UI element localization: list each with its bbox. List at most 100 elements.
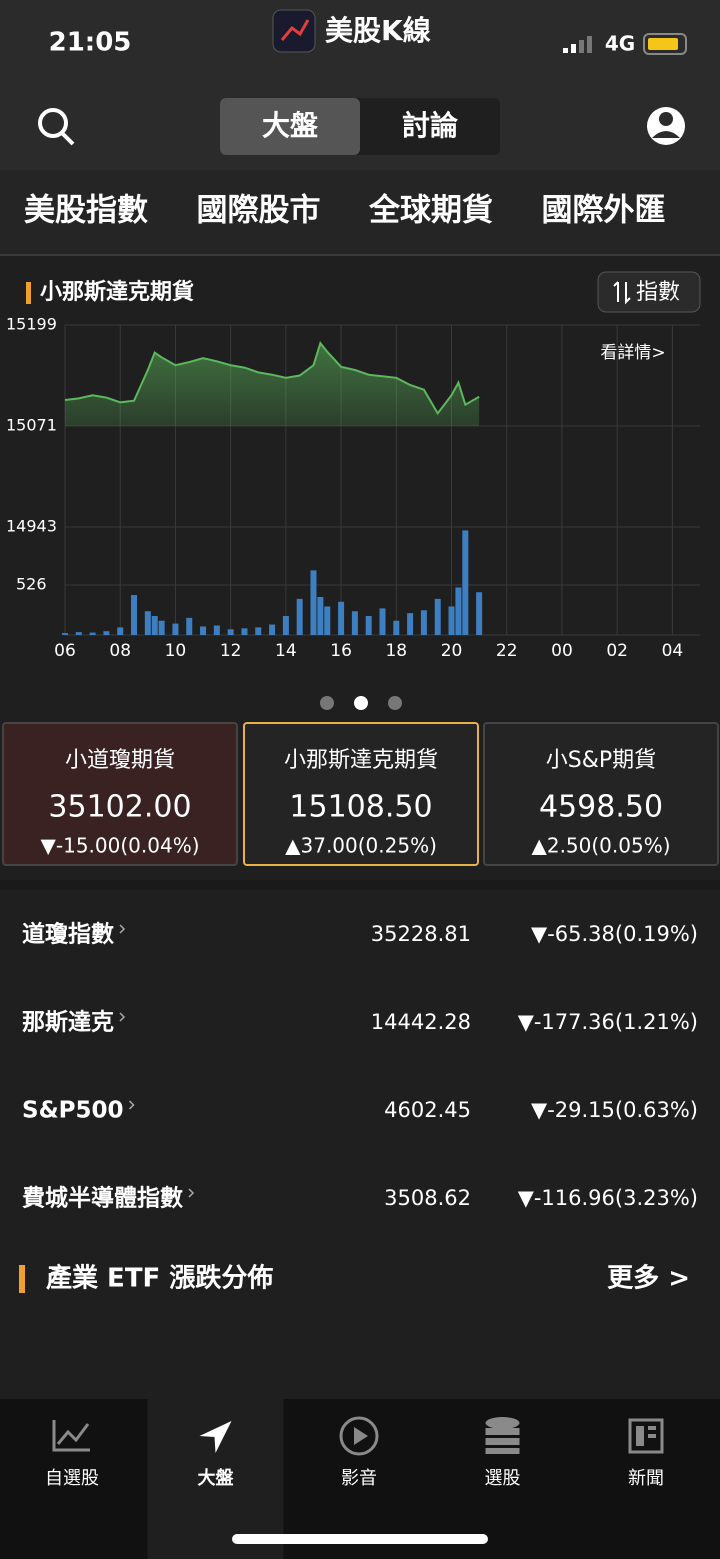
profile-icon[interactable] xyxy=(647,107,685,145)
volume-bar xyxy=(227,629,234,635)
battery-level xyxy=(648,38,678,50)
volume-bar xyxy=(255,627,262,635)
volume-bar xyxy=(158,620,165,635)
more-link[interactable]: 更多 > xyxy=(607,1264,690,1294)
index-change: ▼-29.15(0.63%) xyxy=(531,1098,698,1122)
search-icon[interactable] xyxy=(38,108,75,146)
tab-icon xyxy=(485,1417,520,1454)
index-change: ▼-116.96(3.23%) xyxy=(518,1186,698,1210)
card-price: 4598.50 xyxy=(539,790,663,825)
app-title: 美股K線 xyxy=(325,14,431,47)
tab[interactable]: 大盤 xyxy=(262,109,319,142)
index-value: 3508.62 xyxy=(384,1186,471,1210)
volume-bar xyxy=(393,620,400,635)
volume-bar xyxy=(476,592,483,635)
volume-bar xyxy=(324,606,331,635)
price-area xyxy=(65,343,480,426)
index-name[interactable]: 道瓊指數 xyxy=(22,921,114,948)
index-button[interactable] xyxy=(597,271,701,313)
chevron xyxy=(188,1188,195,1198)
volume-bar xyxy=(379,608,386,635)
battery xyxy=(643,33,687,55)
volume-bar xyxy=(131,595,138,635)
volume-tick-label: 526 xyxy=(16,575,47,594)
volume-bar xyxy=(310,570,317,635)
card-name: 小那斯達克期貨 xyxy=(284,748,438,773)
app-icon-glyph xyxy=(280,19,310,41)
accent-bar xyxy=(19,1265,25,1293)
nav-tab[interactable]: 全球期貨 xyxy=(368,193,493,229)
volume-bar xyxy=(317,596,324,635)
tab-active xyxy=(220,98,360,155)
nav-tab[interactable]: 國際外匯 xyxy=(542,193,666,229)
tab-label[interactable]: 新聞 xyxy=(628,1468,664,1489)
signal xyxy=(563,36,592,53)
tab-icon xyxy=(339,1416,379,1456)
quote-card[interactable] xyxy=(243,722,479,866)
volume-bar xyxy=(62,633,68,635)
volume-bar xyxy=(186,617,193,635)
x-tick-label: 20 xyxy=(441,641,463,661)
y-tick-label: 15199 xyxy=(6,315,57,334)
card-change: ▼-15.00(0.04%) xyxy=(41,834,200,858)
tab-label[interactable]: 大盤 xyxy=(198,1467,235,1489)
quote-card[interactable] xyxy=(2,722,238,866)
index-value: 35228.81 xyxy=(371,922,471,946)
index-button-label: 指數 xyxy=(636,280,680,305)
volume-bar xyxy=(144,611,151,635)
volume-bar xyxy=(282,615,289,635)
index-change: ▼-65.38(0.19%) xyxy=(531,922,698,946)
x-tick-label: 10 xyxy=(165,641,187,661)
x-tick-label: 12 xyxy=(220,641,242,661)
tab[interactable]: 討論 xyxy=(402,109,459,142)
quote-card[interactable] xyxy=(483,722,719,866)
page-dots xyxy=(320,696,402,710)
x-tick-label: 00 xyxy=(551,641,573,661)
index-value: 14442.28 xyxy=(371,1010,471,1034)
nav-bg xyxy=(0,170,720,255)
volume-bar xyxy=(213,625,220,635)
chevron xyxy=(119,1012,126,1022)
volume-bar xyxy=(172,623,179,635)
card-change: ▲37.00(0.25%) xyxy=(285,834,437,858)
section-title: 產業 ETF 漲跌分佈 xyxy=(46,1263,273,1294)
price-line xyxy=(64,341,480,416)
volume-bar xyxy=(151,615,158,635)
volume-bar xyxy=(103,631,110,635)
card-price: 15108.50 xyxy=(289,790,432,825)
nav-tab[interactable]: 美股指數 xyxy=(24,193,148,229)
home-indicator xyxy=(232,1534,488,1544)
volume-bar xyxy=(89,632,96,635)
chevron xyxy=(119,924,126,934)
nav-tab[interactable]: 國際股市 xyxy=(197,193,321,229)
tab-bar xyxy=(0,1399,720,1559)
tab-icon xyxy=(52,1420,90,1452)
volume-bar xyxy=(455,587,462,635)
detail-link[interactable]: 看詳情> xyxy=(600,343,665,363)
card-price: 35102.00 xyxy=(48,790,191,825)
volume-bar xyxy=(462,530,469,635)
x-tick-label: 08 xyxy=(109,641,131,661)
index-name[interactable]: 費城半導體指數 xyxy=(22,1185,183,1212)
tab-label[interactable]: 選股 xyxy=(485,1468,521,1489)
chevron xyxy=(128,1100,135,1110)
volume-bar xyxy=(75,632,82,635)
volume-bar xyxy=(241,628,248,635)
volume-bar xyxy=(269,624,276,635)
y-tick-label: 14943 xyxy=(6,517,57,536)
x-tick-label: 16 xyxy=(330,641,352,661)
network: 4G xyxy=(605,32,635,56)
divider xyxy=(0,880,720,890)
x-tick-label: 02 xyxy=(606,641,628,661)
x-tick-label: 22 xyxy=(496,641,518,661)
volume-bar xyxy=(351,611,358,635)
volume-bar xyxy=(434,598,441,635)
index-name[interactable]: 那斯達克 xyxy=(22,1009,114,1036)
volume-bar xyxy=(448,606,455,635)
x-tick-label: 04 xyxy=(662,641,684,661)
tab-label[interactable]: 自選股 xyxy=(45,1468,99,1489)
tab-label[interactable]: 影音 xyxy=(341,1468,377,1489)
index-name[interactable]: S&P500 xyxy=(22,1098,124,1124)
chart-title: 小那斯達克期貨 xyxy=(40,279,194,305)
